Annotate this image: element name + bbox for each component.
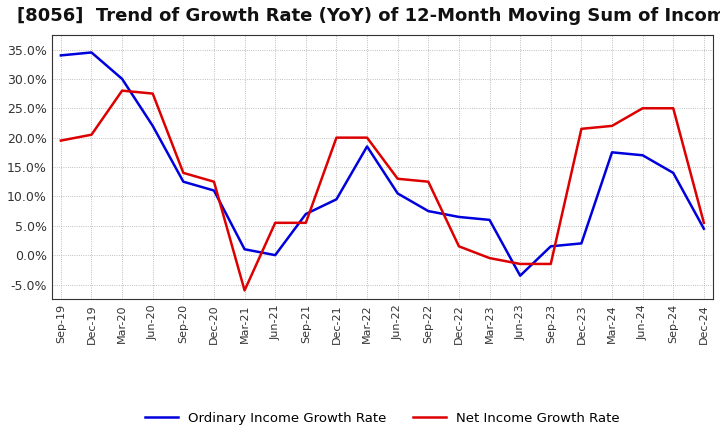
Ordinary Income Growth Rate xyxy=(148,123,157,128)
Net Income Growth Rate xyxy=(516,261,524,267)
Net Income Growth Rate xyxy=(608,123,616,128)
Net Income Growth Rate xyxy=(179,170,188,176)
Net Income Growth Rate xyxy=(87,132,96,137)
Ordinary Income Growth Rate xyxy=(57,53,66,58)
Ordinary Income Growth Rate xyxy=(639,153,647,158)
Ordinary Income Growth Rate xyxy=(332,197,341,202)
Ordinary Income Growth Rate xyxy=(87,50,96,55)
Ordinary Income Growth Rate xyxy=(608,150,616,155)
Ordinary Income Growth Rate xyxy=(700,226,708,231)
Ordinary Income Growth Rate xyxy=(485,217,494,223)
Title: [8056]  Trend of Growth Rate (YoY) of 12-Month Moving Sum of Incomes: [8056] Trend of Growth Rate (YoY) of 12-… xyxy=(17,7,720,25)
Net Income Growth Rate xyxy=(454,244,463,249)
Ordinary Income Growth Rate xyxy=(577,241,585,246)
Net Income Growth Rate xyxy=(57,138,66,143)
Ordinary Income Growth Rate xyxy=(118,76,127,81)
Ordinary Income Growth Rate xyxy=(210,188,218,193)
Net Income Growth Rate xyxy=(669,106,678,111)
Net Income Growth Rate xyxy=(639,106,647,111)
Net Income Growth Rate xyxy=(424,179,433,184)
Ordinary Income Growth Rate xyxy=(393,191,402,196)
Ordinary Income Growth Rate xyxy=(516,273,524,279)
Ordinary Income Growth Rate xyxy=(454,214,463,220)
Net Income Growth Rate xyxy=(210,179,218,184)
Net Income Growth Rate xyxy=(240,288,249,293)
Net Income Growth Rate xyxy=(363,135,372,140)
Line: Net Income Growth Rate: Net Income Growth Rate xyxy=(61,91,704,290)
Net Income Growth Rate xyxy=(546,261,555,267)
Net Income Growth Rate xyxy=(700,220,708,225)
Ordinary Income Growth Rate xyxy=(271,253,279,258)
Ordinary Income Growth Rate xyxy=(546,244,555,249)
Ordinary Income Growth Rate xyxy=(302,211,310,216)
Net Income Growth Rate xyxy=(577,126,585,132)
Ordinary Income Growth Rate xyxy=(179,179,188,184)
Net Income Growth Rate xyxy=(485,256,494,261)
Net Income Growth Rate xyxy=(148,91,157,96)
Line: Ordinary Income Growth Rate: Ordinary Income Growth Rate xyxy=(61,52,704,276)
Net Income Growth Rate xyxy=(271,220,279,225)
Ordinary Income Growth Rate xyxy=(363,144,372,149)
Net Income Growth Rate xyxy=(118,88,127,93)
Net Income Growth Rate xyxy=(393,176,402,181)
Legend: Ordinary Income Growth Rate, Net Income Growth Rate: Ordinary Income Growth Rate, Net Income … xyxy=(140,407,626,430)
Ordinary Income Growth Rate xyxy=(669,170,678,176)
Ordinary Income Growth Rate xyxy=(240,247,249,252)
Net Income Growth Rate xyxy=(302,220,310,225)
Net Income Growth Rate xyxy=(332,135,341,140)
Ordinary Income Growth Rate xyxy=(424,209,433,214)
